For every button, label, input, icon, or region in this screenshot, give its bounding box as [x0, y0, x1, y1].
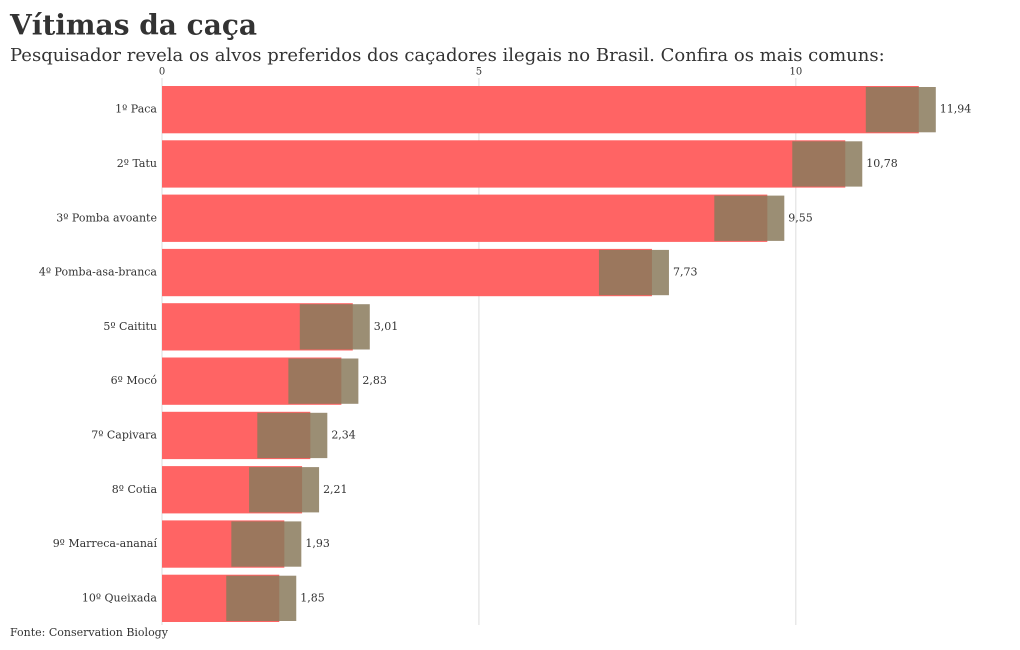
photo-placeholder [598, 249, 669, 296]
bar [162, 140, 846, 188]
value-label: 10,78 [866, 157, 898, 170]
chart-title: Vítimas da caça [9, 9, 257, 42]
source: Fonte: Conservation Biology [10, 626, 169, 639]
x-tick-label: 0 [159, 67, 165, 78]
photo-placeholder [226, 575, 297, 621]
photo-placeholder [792, 141, 863, 187]
bar [162, 248, 652, 297]
y-tick-label: 6º Mocó [111, 374, 158, 387]
value-label: 11,94 [940, 103, 972, 116]
photo-placeholder [257, 412, 328, 459]
y-tick-label: 5º Caititu [103, 320, 157, 333]
chart-subtitle: Pesquisador revela os alvos preferidos d… [10, 45, 885, 66]
y-tick-label: 10º Queixada [82, 591, 158, 604]
bar [162, 194, 768, 242]
value-label: 1,93 [305, 537, 330, 550]
photo-placeholder [865, 87, 936, 133]
value-label: 7,73 [673, 266, 698, 279]
value-label: 1,85 [300, 591, 325, 604]
y-tick-label: 3º Pomba avoante [56, 211, 157, 224]
bar [162, 86, 919, 134]
y-tick-label: 8º Cotia [112, 483, 158, 496]
y-tick-label: 4º Pomba-asa-branca [39, 266, 158, 279]
value-label: 3,01 [374, 320, 399, 333]
photo-placeholder [714, 195, 785, 241]
value-label: 2,34 [331, 428, 356, 441]
x-tick-label: 5 [476, 67, 482, 78]
photo-placeholder [249, 467, 320, 513]
value-label: 2,21 [323, 483, 348, 496]
photo-placeholder [288, 358, 359, 404]
y-tick-label: 2º Tatu [117, 157, 157, 170]
value-label: 9,55 [788, 211, 813, 224]
photo-placeholder [231, 521, 302, 567]
x-tick-label: 10 [789, 67, 802, 78]
value-label: 2,83 [362, 374, 387, 387]
y-tick-label: 9º Marreca-ananaí [53, 537, 158, 550]
y-tick-label: 1º Paca [115, 103, 157, 116]
y-tick-label: 7º Capivara [91, 428, 157, 441]
photo-placeholder [299, 304, 370, 350]
